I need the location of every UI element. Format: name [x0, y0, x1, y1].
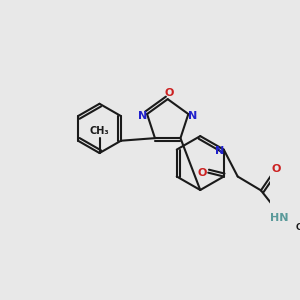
Text: HN: HN — [270, 213, 289, 223]
Text: CH₃: CH₃ — [296, 223, 300, 232]
Text: N: N — [138, 111, 147, 121]
Text: O: O — [197, 168, 207, 178]
Text: N: N — [215, 146, 224, 156]
Text: N: N — [188, 111, 198, 121]
Text: CH₃: CH₃ — [90, 127, 109, 136]
Text: O: O — [272, 164, 281, 174]
Text: O: O — [165, 88, 174, 98]
